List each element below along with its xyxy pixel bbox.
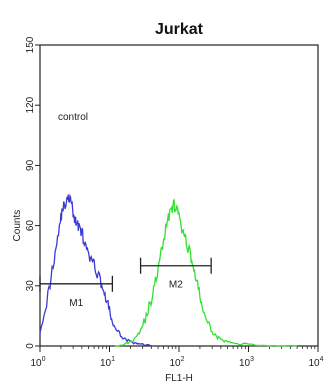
sample-histogram <box>115 198 298 347</box>
x-axis-label: FL1-H <box>165 373 193 384</box>
gate-label: M2 <box>169 280 183 291</box>
x-tick-exponent: 1 <box>111 356 115 363</box>
control-annotation: control <box>58 112 88 123</box>
x-tick-exponent: 2 <box>181 356 185 363</box>
y-tick-label: 150 <box>25 36 36 53</box>
control-histogram <box>39 193 152 347</box>
y-tick-label: 120 <box>25 96 36 113</box>
y-axis: 0 30 60 90 120 150 <box>25 36 40 349</box>
gate-markers: M1 M2 <box>39 257 212 309</box>
chart-title: Jurkat <box>155 21 204 38</box>
x-tick-exponent: 3 <box>250 356 254 363</box>
y-tick-label: 60 <box>25 220 36 232</box>
series-layer <box>39 193 298 347</box>
y-tick-label: 90 <box>25 159 36 171</box>
x-tick-exponent: 4 <box>320 356 324 363</box>
x-tick-exponent: 0 <box>42 356 46 363</box>
y-tick-label: 30 <box>25 280 36 292</box>
gate-label: M1 <box>69 298 83 309</box>
y-tick-label: 0 <box>25 343 36 349</box>
y-axis-label: Counts <box>12 210 23 242</box>
